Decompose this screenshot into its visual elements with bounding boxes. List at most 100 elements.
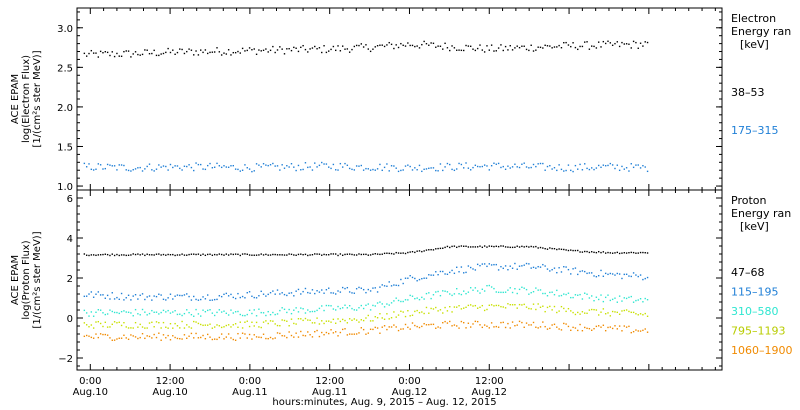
data-point: [309, 292, 311, 294]
data-point: [423, 298, 425, 300]
data-point: [116, 311, 118, 314]
data-point: [321, 51, 323, 54]
data-point: [155, 295, 158, 298]
data-point: [179, 327, 181, 329]
data-point: [309, 319, 311, 321]
data-point: [195, 253, 197, 256]
data-point: [544, 310, 546, 313]
data-point: [597, 298, 600, 301]
data-point: [106, 294, 109, 297]
data-point: [293, 166, 295, 168]
data-point: [558, 44, 560, 47]
data-point: [565, 310, 567, 313]
data-point: [421, 170, 423, 173]
data-point: [639, 274, 642, 276]
data-point: [546, 328, 549, 330]
data-point: [367, 303, 369, 305]
data-point: [239, 321, 241, 323]
data-point: [407, 251, 409, 254]
data-point: [355, 333, 358, 335]
data-point: [483, 164, 486, 166]
data-point: [188, 295, 190, 298]
data-point: [244, 321, 246, 323]
data-point: [549, 164, 551, 167]
data-point: [581, 251, 584, 253]
data-point: [167, 253, 169, 256]
data-point: [95, 311, 97, 313]
data-point: [639, 298, 642, 300]
data-point: [593, 168, 595, 171]
data-point: [279, 332, 281, 335]
plot-frame: [76, 189, 723, 371]
data-point: [535, 49, 537, 51]
data-point: [216, 311, 218, 314]
data-point: [416, 45, 418, 47]
data-point: [388, 281, 390, 283]
data-point: [283, 319, 286, 322]
data-point: [618, 252, 621, 255]
data-point: [579, 313, 581, 315]
data-point: [451, 45, 453, 47]
data-point: [574, 249, 577, 252]
data-point: [497, 326, 500, 328]
data-point: [544, 169, 546, 171]
data-point: [176, 51, 179, 54]
data-point: [344, 287, 346, 290]
data-point: [435, 306, 437, 309]
data-point: [639, 251, 642, 254]
data-point: [472, 166, 474, 169]
data-point: [381, 303, 383, 305]
data-point: [577, 294, 579, 296]
data-point: [591, 295, 593, 297]
data-point: [493, 50, 495, 52]
data-point: [269, 254, 272, 256]
data-point: [595, 309, 598, 311]
data-point: [591, 308, 593, 311]
data-point: [591, 329, 593, 331]
data-point: [139, 323, 141, 326]
data-point: [618, 313, 621, 315]
data-point: [428, 274, 430, 276]
data-point: [111, 292, 113, 294]
data-point: [300, 46, 302, 49]
data-point: [537, 163, 539, 165]
data-point: [288, 47, 290, 50]
data-point: [353, 318, 356, 320]
data-point: [442, 322, 444, 324]
data-point: [202, 309, 204, 311]
data-point: [632, 272, 635, 274]
data-point: [588, 168, 591, 171]
data-point: [423, 322, 425, 325]
data-point: [146, 165, 148, 168]
data-point: [430, 297, 432, 300]
data-point: [404, 315, 407, 318]
data-point: [511, 166, 514, 168]
data-point: [232, 51, 234, 54]
data-point: [358, 332, 360, 334]
data-point: [551, 247, 553, 250]
series-proton-3: [83, 303, 649, 329]
data-point: [225, 336, 228, 338]
data-point: [220, 253, 223, 256]
y-tick-label: 2: [67, 274, 73, 285]
data-point: [272, 290, 274, 292]
data-point: [269, 292, 272, 294]
data-point: [344, 253, 346, 256]
data-point: [346, 164, 349, 167]
data-point: [244, 50, 246, 52]
data-point: [432, 308, 435, 310]
data-point: [577, 329, 579, 332]
data-point: [209, 253, 211, 255]
data-point: [227, 324, 230, 326]
data-point: [186, 165, 188, 168]
data-point: [451, 325, 453, 327]
data-point: [607, 251, 609, 254]
data-point: [286, 254, 288, 256]
data-point: [407, 326, 409, 329]
data-point: [90, 336, 93, 339]
data-point: [137, 337, 139, 340]
data-point: [223, 52, 225, 54]
data-point: [165, 51, 167, 54]
data-point: [425, 42, 428, 45]
data-point: [279, 169, 281, 171]
